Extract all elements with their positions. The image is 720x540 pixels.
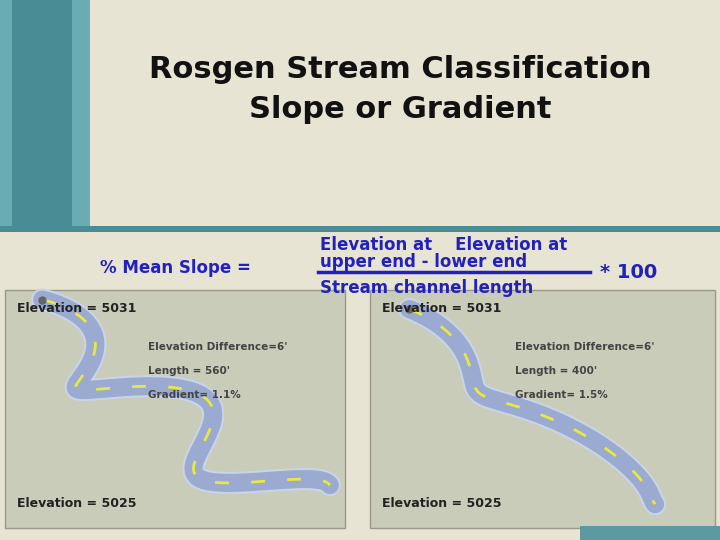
Text: Elevation = 5025: Elevation = 5025 [382,497,502,510]
Text: upper end - lower end: upper end - lower end [320,253,527,271]
Bar [12,0,72,230]
Text: Gradient= 1.5%: Gradient= 1.5% [515,390,608,400]
Text: Stream channel length: Stream channel length [320,279,534,297]
Bar [580,526,720,540]
Bar [370,290,715,528]
Text: Elevation Difference=6': Elevation Difference=6' [148,342,287,353]
Text: Elevation at    Elevation at: Elevation at Elevation at [320,236,567,254]
Text: Gradient= 1.1%: Gradient= 1.1% [148,390,240,400]
Bar [0,226,720,232]
Text: * 100: * 100 [600,262,657,281]
Text: Rosgen Stream Classification: Rosgen Stream Classification [149,56,652,84]
Text: Slope or Gradient: Slope or Gradient [248,96,552,125]
Text: Length = 560': Length = 560' [148,366,230,376]
Text: Elevation = 5025: Elevation = 5025 [17,497,137,510]
Text: % Mean Slope =: % Mean Slope = [100,259,251,277]
Text: Elevation Difference=6': Elevation Difference=6' [515,342,654,353]
Bar [0,0,90,230]
Text: Elevation = 5031: Elevation = 5031 [17,302,136,315]
Text: Length = 400': Length = 400' [515,366,597,376]
Text: Elevation = 5031: Elevation = 5031 [382,302,501,315]
Bar [5,290,345,528]
